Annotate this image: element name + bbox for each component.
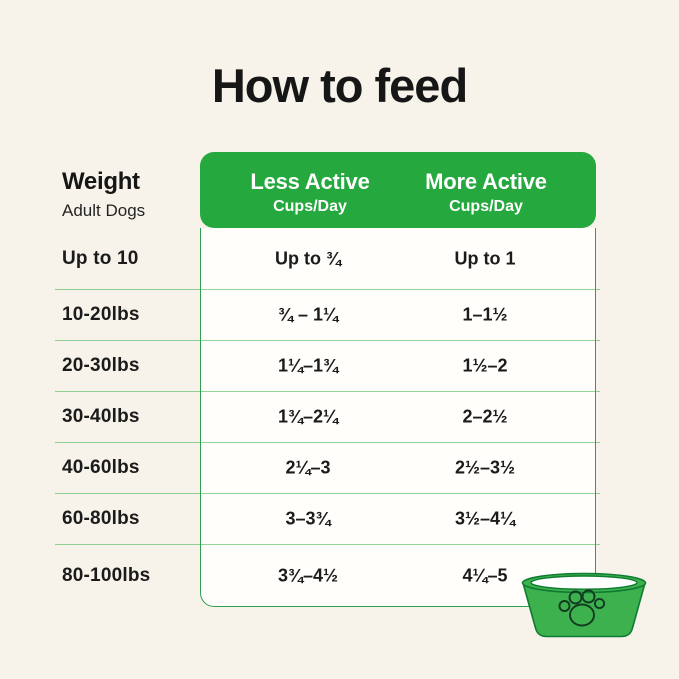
table-row: 10-20lbs ¾ – 1¼ 1–1½ bbox=[55, 290, 600, 341]
weight-value: 10-20lbs bbox=[62, 304, 140, 325]
less-active-value: 2¼–3 bbox=[285, 457, 331, 478]
table-body-panel bbox=[200, 228, 596, 607]
weight-value: 60-80lbs bbox=[62, 508, 140, 529]
weight-value: Up to 10 bbox=[62, 247, 139, 269]
more-active-value: 1–1½ bbox=[462, 304, 508, 325]
more-active-sublabel: Cups/Day bbox=[449, 198, 523, 215]
more-active-label: More Active bbox=[425, 169, 547, 194]
less-active-value: 3¾–4½ bbox=[277, 565, 339, 586]
less-active-value: ¾ – 1¼ bbox=[277, 304, 339, 325]
weight-header-title: Weight bbox=[62, 168, 140, 195]
weight-column-header: Weight Adult Dogs bbox=[62, 168, 145, 221]
table-row: 40-60lbs 2¼–3 2½–3½ bbox=[55, 443, 600, 494]
more-active-value: 2½–3½ bbox=[454, 457, 516, 478]
weight-header-subtitle: Adult Dogs bbox=[62, 201, 146, 220]
weight-value: 30-40lbs bbox=[62, 406, 140, 427]
less-active-sublabel: Cups/Day bbox=[273, 198, 347, 215]
dog-bowl-icon bbox=[518, 570, 650, 644]
paw-print-icon bbox=[558, 589, 606, 627]
table-row: Up to 10 Up to ¾ Up to 1 bbox=[55, 228, 600, 290]
page-title: How to feed bbox=[211, 59, 468, 112]
less-active-value: 3–3¾ bbox=[285, 508, 331, 529]
more-active-value: 2–2½ bbox=[462, 406, 508, 427]
bowl-inside bbox=[530, 575, 638, 590]
more-active-value: 4¼–5 bbox=[462, 565, 508, 586]
more-active-value: 3½–4¼ bbox=[454, 508, 516, 529]
less-active-column-header: Less Active Cups/Day bbox=[200, 152, 420, 216]
activity-columns-header: Less Active Cups/Day More Active Cups/Da… bbox=[200, 152, 596, 228]
weight-value: 80-100lbs bbox=[62, 565, 151, 586]
table-row: 20-30lbs 1¼–1¾ 1½–2 bbox=[55, 341, 600, 392]
less-active-value: 1¾–2¼ bbox=[277, 406, 339, 427]
more-active-value: 1½–2 bbox=[462, 355, 508, 376]
feeding-table-rows: Up to 10 Up to ¾ Up to 1 10-20lbs ¾ – 1¼… bbox=[55, 228, 600, 607]
less-active-label: Less Active bbox=[250, 169, 370, 194]
weight-value: 40-60lbs bbox=[62, 457, 140, 478]
less-active-value: 1¼–1¾ bbox=[277, 355, 339, 376]
table-row: 60-80lbs 3–3¾ 3½–4¼ bbox=[55, 494, 600, 545]
more-active-column-header: More Active Cups/Day bbox=[376, 152, 596, 216]
table-row: 80-100lbs 3¾–4½ 4¼–5 bbox=[55, 545, 600, 607]
table-row: 30-40lbs 1¾–2¼ 2–2½ bbox=[55, 392, 600, 443]
more-active-value: Up to 1 bbox=[454, 248, 516, 268]
bowl-body bbox=[521, 582, 647, 638]
less-active-value: Up to ¾ bbox=[275, 248, 341, 268]
weight-value: 20-30lbs bbox=[62, 355, 140, 376]
